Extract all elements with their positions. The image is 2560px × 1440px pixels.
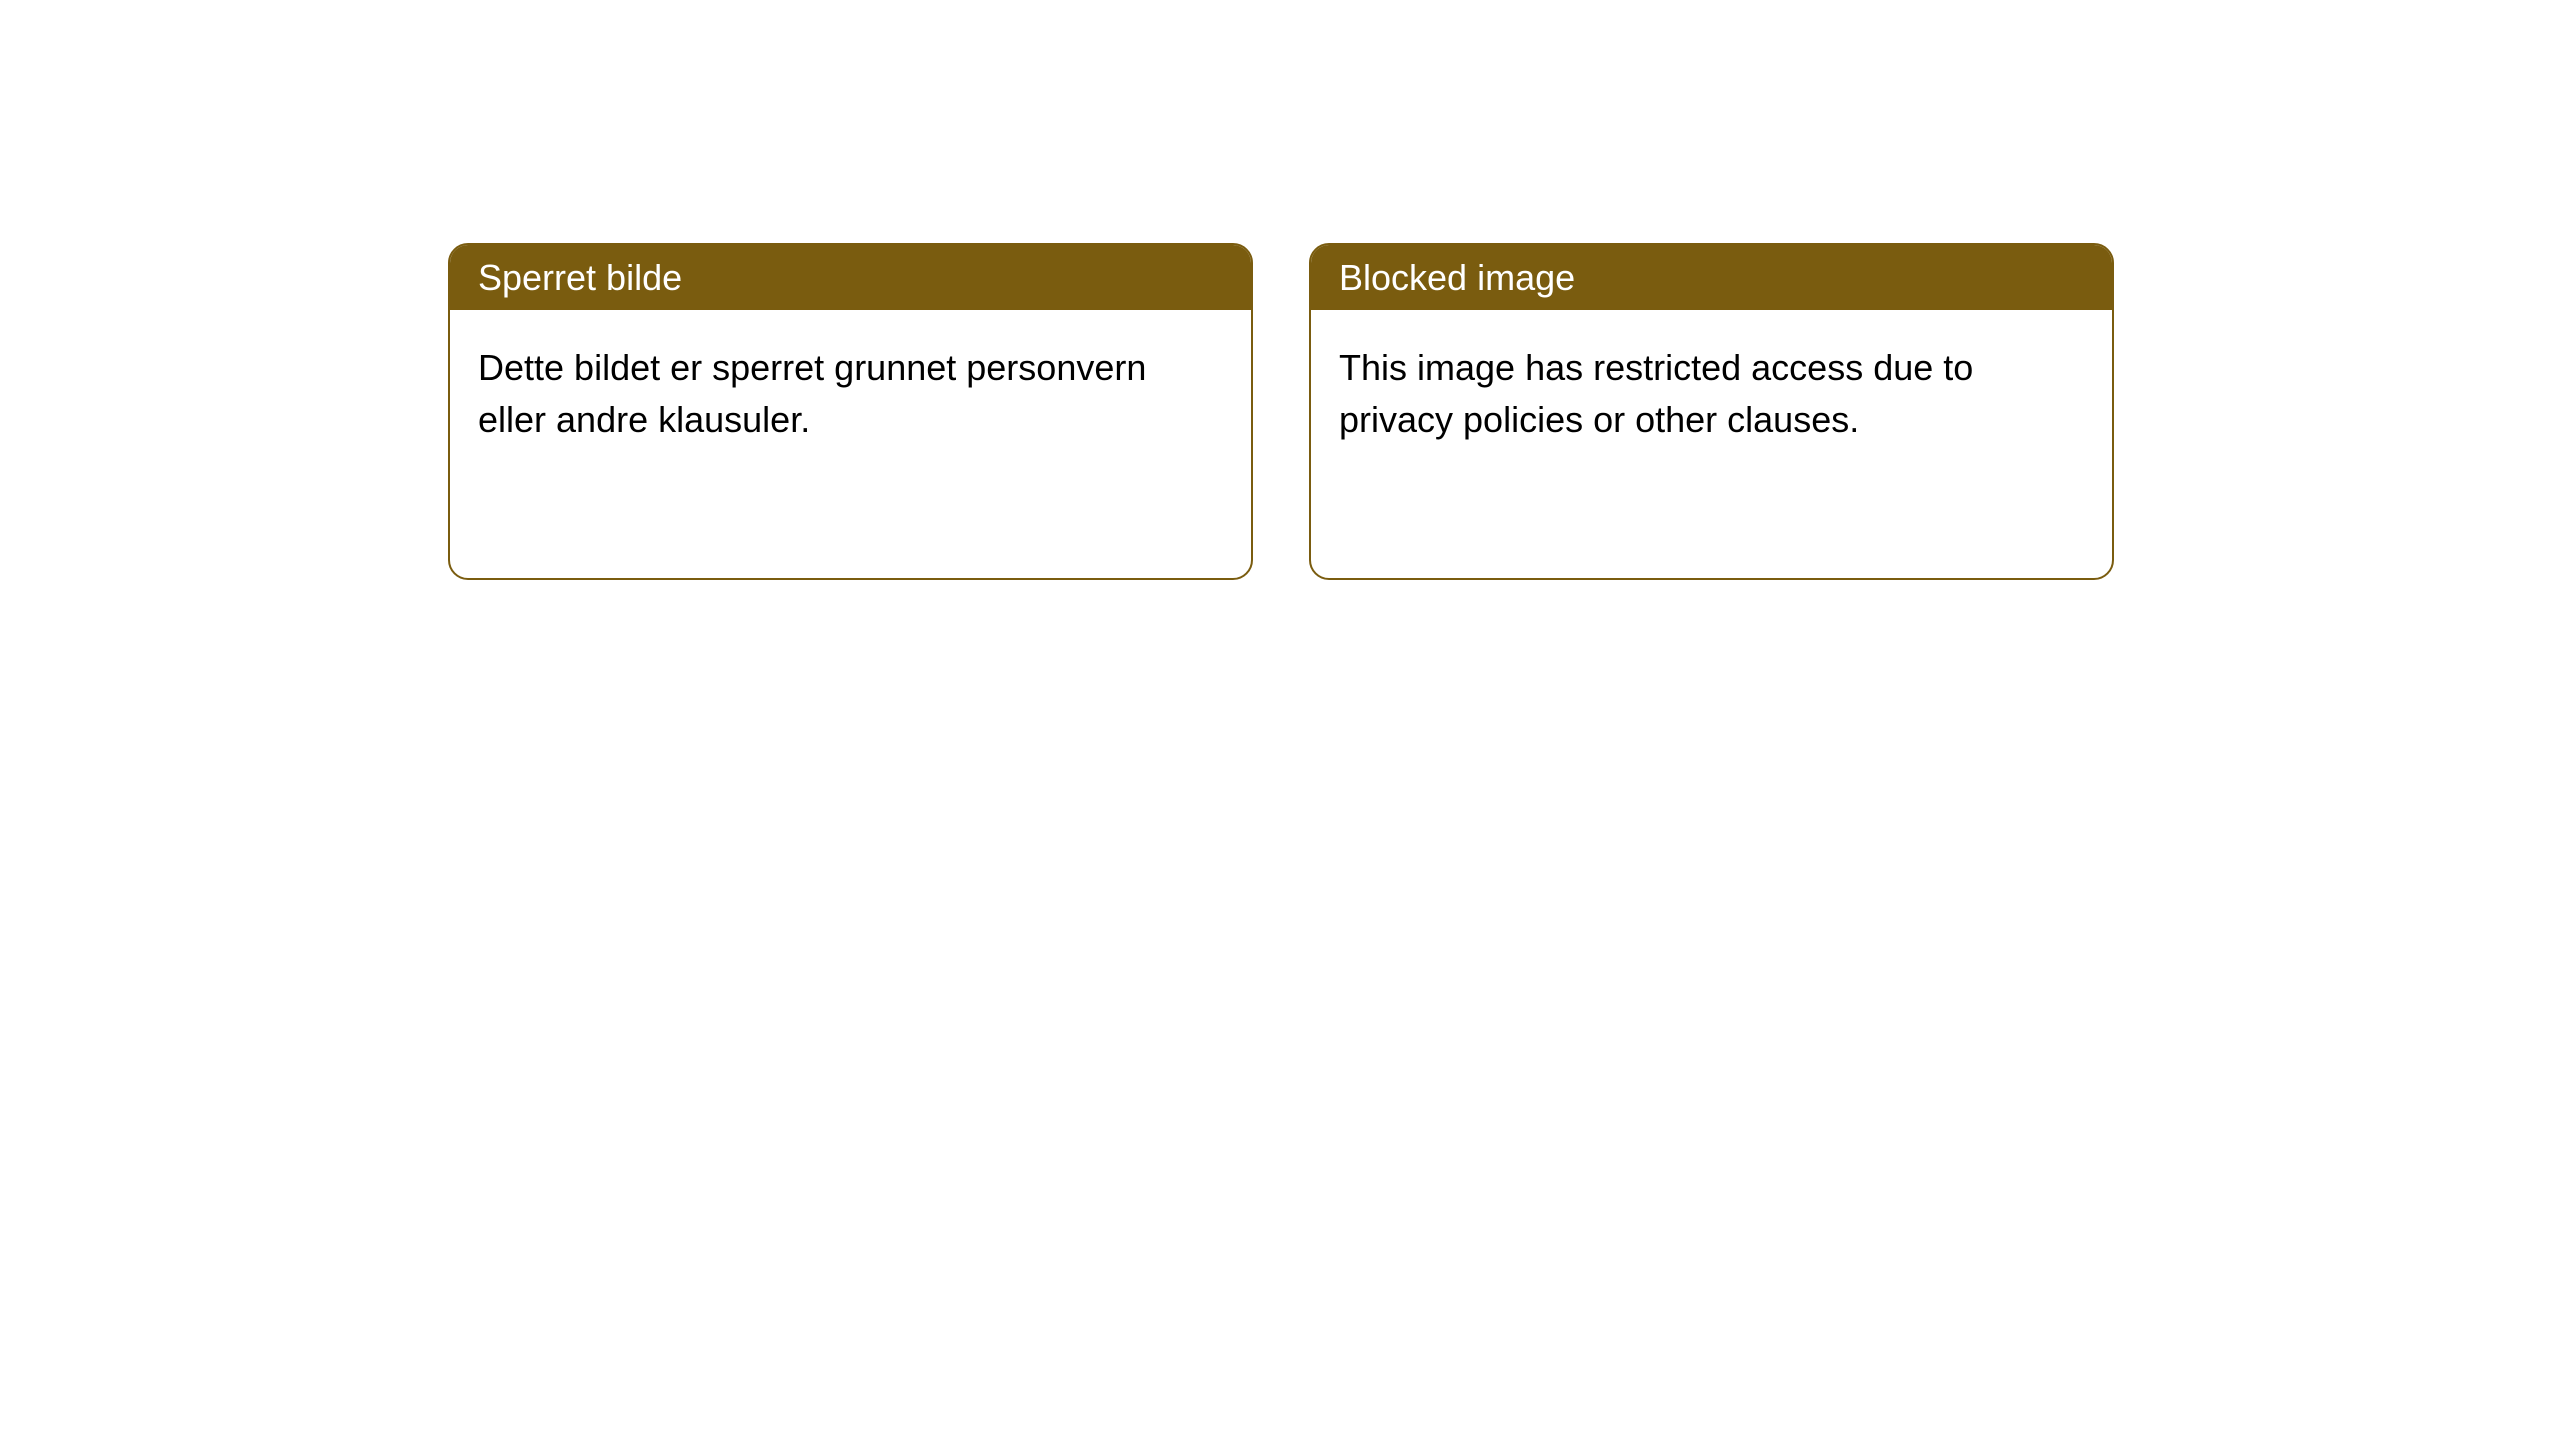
card-body-text: Dette bildet er sperret grunnet personve… xyxy=(450,310,1251,478)
card-body-text: This image has restricted access due to … xyxy=(1311,310,2112,478)
notice-cards-container: Sperret bilde Dette bildet er sperret gr… xyxy=(448,243,2114,580)
notice-card-english: Blocked image This image has restricted … xyxy=(1309,243,2114,580)
card-title: Sperret bilde xyxy=(450,245,1251,310)
notice-card-norwegian: Sperret bilde Dette bildet er sperret gr… xyxy=(448,243,1253,580)
card-title: Blocked image xyxy=(1311,245,2112,310)
